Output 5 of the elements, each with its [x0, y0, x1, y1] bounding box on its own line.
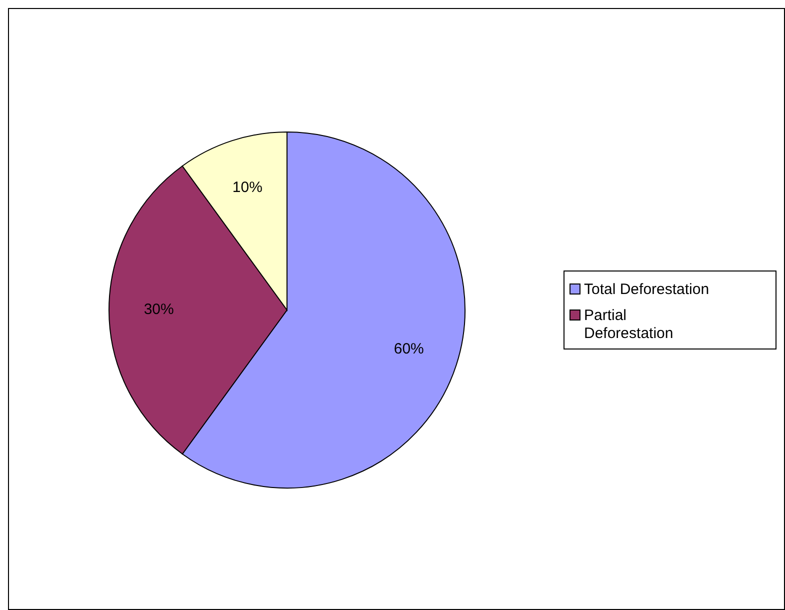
legend-label: Total Deforestation [584, 281, 710, 298]
data-label: 10% [232, 179, 262, 196]
data-label: 60% [394, 340, 424, 358]
data-label: 30% [144, 300, 174, 318]
legend-label: Partial Deforestation [584, 307, 674, 342]
